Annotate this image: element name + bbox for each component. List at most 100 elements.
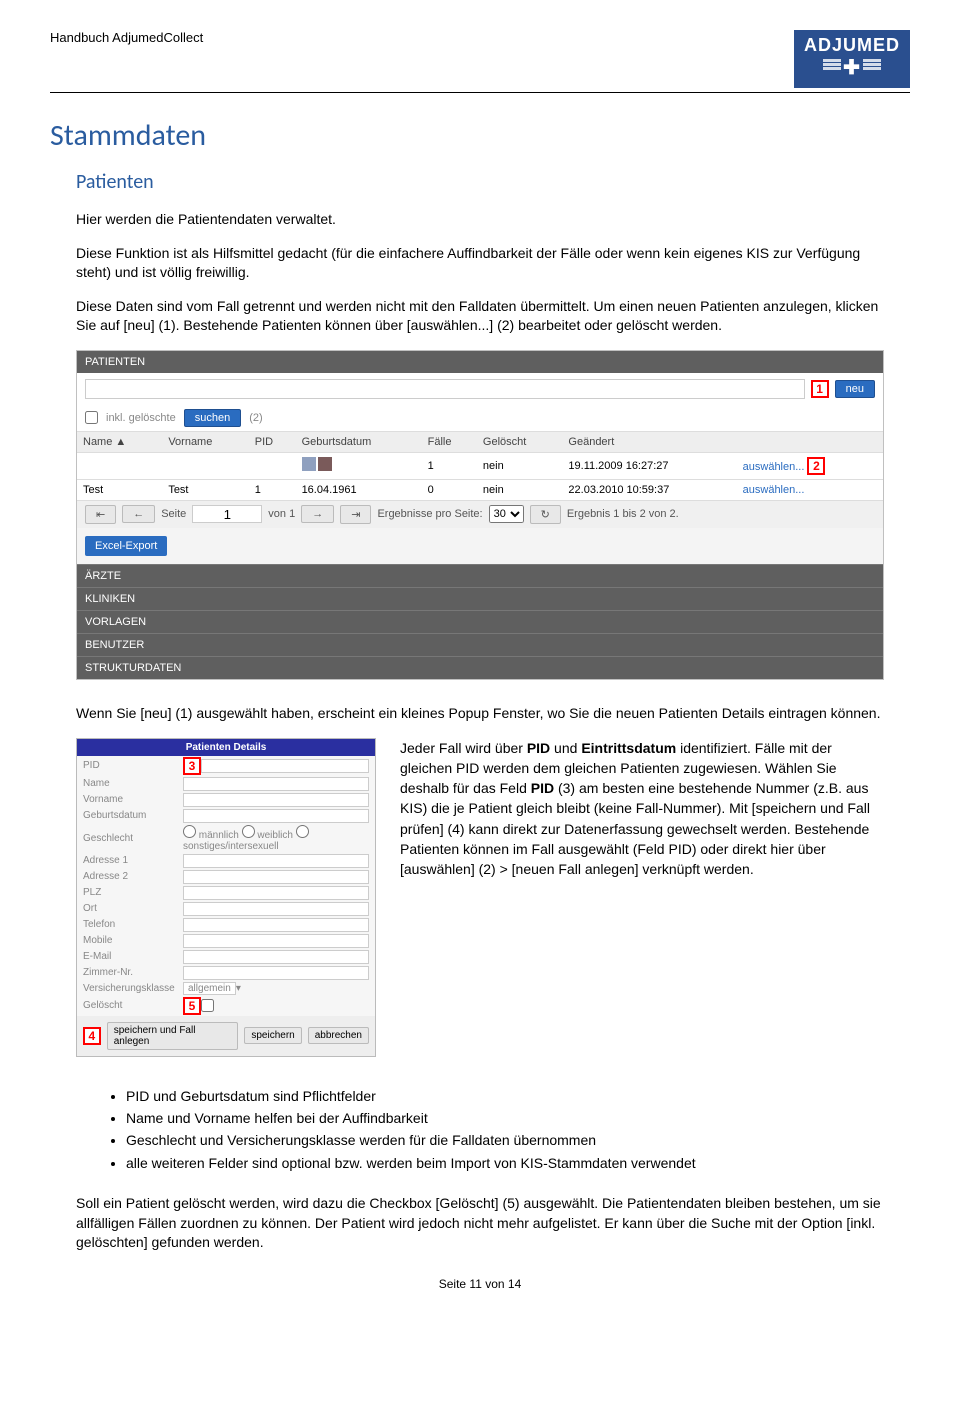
input-zimmer[interactable] [183,966,369,980]
input-geburtsdatum[interactable] [183,809,369,823]
col-name[interactable]: Name ▲ [77,431,162,452]
col-geaendert[interactable]: Geändert [562,431,736,452]
logo-text: ADJUMED [804,36,900,54]
pager-page-input[interactable] [192,505,262,523]
radio-w[interactable] [242,825,255,838]
pager-epps-label: Ergebnisse pro Seite: [377,508,482,520]
lbl-ort: Ort [83,903,183,914]
input-email[interactable] [183,950,369,964]
adjumed-logo: ADJUMED ✚ [794,30,910,88]
para-intro-1: Hier werden die Patientendaten verwaltet… [76,210,884,230]
patienten-table: Name ▲ Vorname PID Geburtsdatum Fälle Ge… [77,431,883,501]
input-adr2[interactable] [183,870,369,884]
input-adr1[interactable] [183,854,369,868]
marker-2: 2 [807,457,825,475]
include-deleted-label: inkl. gelöschte [106,412,176,424]
pager-first-icon[interactable]: ⇤ [85,505,116,524]
marker-paren-2: (2) [249,412,262,424]
para-popup-intro: Wenn Sie [neu] (1) ausgewählt haben, ers… [76,704,884,724]
col-action [737,431,883,452]
popup-explanation-text: Jeder Fall wird über PID und Eintrittsda… [400,738,884,880]
input-name[interactable] [183,777,369,791]
btn-save[interactable]: speichern [244,1027,301,1044]
table-row: Test Test 1 16.04.1961 0 nein 22.03.2010… [77,479,883,500]
patienten-details-popup: Patienten Details PID 3 Name Vorname Geb… [76,738,376,1057]
input-pid[interactable] [201,759,369,773]
manual-title: Handbuch AdjumedCollect [50,30,203,45]
lbl-geloescht: Gelöscht [83,1000,183,1011]
marker-4: 4 [83,1027,101,1045]
pager-epps-select[interactable]: 30 [489,505,524,523]
radio-group-geschlecht: männlich weiblich sonstiges/intersexuell [183,825,369,852]
pager-seite-label: Seite [161,508,186,520]
lbl-email: E-Mail [83,951,183,962]
lbl-mobile: Mobile [83,935,183,946]
para-intro-2: Diese Funktion ist als Hilfsmittel gedac… [76,244,884,283]
radio-s[interactable] [296,825,309,838]
pager-next-icon[interactable]: → [301,505,334,523]
lbl-adr2: Adresse 2 [83,871,183,882]
pager-result-label: Ergebnis 1 bis 2 von 2. [567,508,679,520]
pager-refresh-icon[interactable]: ↻ [530,505,561,524]
input-mobile[interactable] [183,934,369,948]
marker-1: 1 [811,380,829,398]
list-item: Geschlecht und Versicherungsklasse werde… [126,1129,884,1151]
popup-title: Patienten Details [77,739,375,756]
h2-patienten: Patienten [76,170,910,194]
marker-5: 5 [183,997,201,1015]
select-vk[interactable]: allgemein [183,982,236,995]
pager-von-label: von 1 [268,508,295,520]
lbl-tel: Telefon [83,919,183,930]
auswaehlen-link[interactable]: auswählen... [743,484,805,496]
lbl-plz: PLZ [83,887,183,898]
pager-last-icon[interactable]: ⇥ [340,505,371,524]
accordion-strukturdaten[interactable]: STRUKTURDATEN [77,656,883,679]
col-geloescht[interactable]: Gelöscht [477,431,563,452]
patienten-grid-screenshot: PATIENTEN 1 neu inkl. gelöschte suchen (… [76,350,884,680]
section-header-patienten: PATIENTEN [77,351,883,373]
include-deleted-checkbox[interactable] [85,411,98,424]
lbl-geburtsdatum: Geburtsdatum [83,810,183,821]
btn-cancel[interactable]: abbrechen [308,1027,369,1044]
excel-export-button[interactable]: Excel-Export [85,536,167,556]
para-delete-note: Soll ein Patient gelöscht werden, wird d… [76,1194,884,1253]
accordion-vorlagen[interactable]: VORLAGEN [77,610,883,633]
col-pid[interactable]: PID [249,431,296,452]
lbl-vorname: Vorname [83,794,183,805]
accordion-benutzer[interactable]: BENUTZER [77,633,883,656]
logo-stripes: ✚ [804,58,900,78]
page-header: Handbuch AdjumedCollect ADJUMED ✚ [50,30,910,93]
lbl-pid: PID [83,760,183,771]
lbl-geschlecht: Geschlecht [83,833,183,844]
input-ort[interactable] [183,902,369,916]
lbl-name: Name [83,778,183,789]
accordion-kliniken[interactable]: KLINIKEN [77,587,883,610]
col-faelle[interactable]: Fälle [422,431,477,452]
pager-prev-icon[interactable]: ← [122,505,155,523]
btn-save-and-case[interactable]: speichern und Fall anlegen [107,1022,239,1050]
neu-button[interactable]: neu [835,380,875,398]
input-tel[interactable] [183,918,369,932]
col-vorname[interactable]: Vorname [162,431,248,452]
notes-list: PID und Geburtsdatum sind Pflichtfelder … [110,1085,884,1175]
auswaehlen-link[interactable]: auswählen... [743,461,805,473]
table-row: 1 nein 19.11.2009 16:27:27 auswählen... … [77,452,883,479]
list-item: PID und Geburtsdatum sind Pflichtfelder [126,1085,884,1107]
col-geburtsdatum[interactable]: Geburtsdatum [296,431,422,452]
radio-m[interactable] [183,825,196,838]
list-item: Name und Vorname helfen bei der Auffindb… [126,1107,884,1129]
marker-3: 3 [183,757,201,775]
suchen-button[interactable]: suchen [184,409,241,427]
lbl-vk: Versicherungsklasse [83,983,183,994]
patient-search-input[interactable] [85,379,805,399]
lbl-zimmer: Zimmer-Nr. [83,967,183,978]
input-vorname[interactable] [183,793,369,807]
accordion-aerzte[interactable]: ÄRZTE [77,564,883,587]
pager: ⇤ ← Seite von 1 → ⇥ Ergebnisse pro Seite… [77,501,883,528]
input-plz[interactable] [183,886,369,900]
h1-stammdaten: Stammdaten [50,117,910,154]
page-footer: Seite 11 von 14 [50,1277,910,1291]
list-item: alle weiteren Felder sind optional bzw. … [126,1152,884,1174]
lbl-adr1: Adresse 1 [83,855,183,866]
checkbox-geloescht[interactable] [201,999,214,1012]
